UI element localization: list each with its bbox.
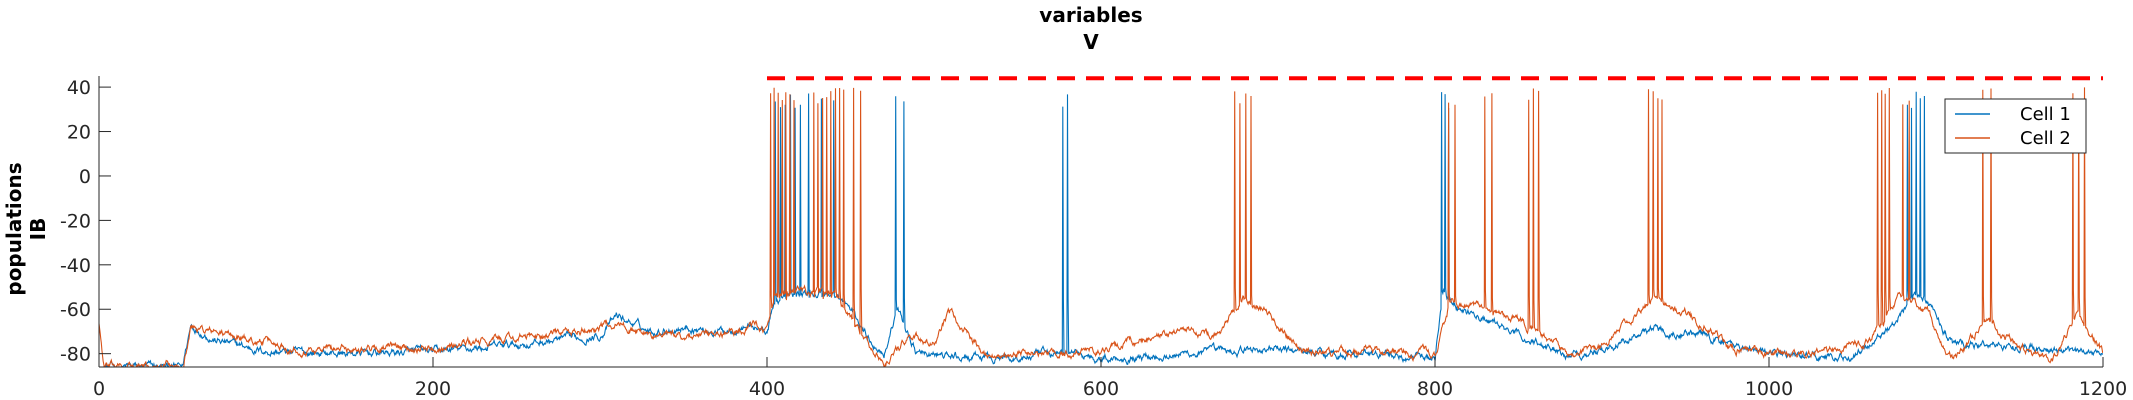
legend-label-cell-2: Cell 2 [2020,128,2071,149]
y-tick-label: -40 [60,255,91,277]
legend-label-cell-1: Cell 1 [2020,104,2071,125]
x-tick-label: 800 [1417,378,1453,400]
y-tick-label: -80 [60,344,91,366]
y-axis-label: populations IB [2,162,50,295]
y-axis-label-line-2: IB [26,218,50,241]
legend-box [1944,98,2087,154]
y-tick-label: -20 [60,210,91,232]
x-tick-label: 200 [415,378,451,400]
series-line-2 [99,87,2103,367]
chart-title-line-2: V [1083,30,1099,54]
x-tick-label: 1000 [1745,378,1793,400]
x-tick-label: 400 [749,378,785,400]
x-tick-label: 1200 [2079,378,2127,400]
chart-title-line-1: variables [1039,3,1142,27]
plot-area: 0 200 400 600 800 1000 1200 -80 -60 -40 -20 0 20 40 [60,76,2127,400]
x-tick-label: 0 [93,378,105,400]
legend: Cell 1 Cell 2 [1944,98,2087,154]
y-tick-label: 20 [67,122,91,144]
axes-layer: 0 200 400 600 800 1000 1200 -80 -60 -40 -20 0 20 40 [60,76,2127,400]
y-tick-label: 0 [79,166,91,188]
y-tick-label: 40 [67,77,91,99]
x-tick-label: 600 [1083,378,1119,400]
y-axis-label-line-1: populations [2,162,26,295]
y-tick-label: -60 [60,299,91,321]
